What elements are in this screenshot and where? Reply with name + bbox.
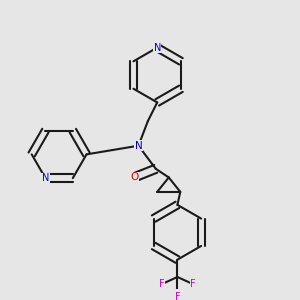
Text: N: N bbox=[42, 173, 49, 183]
Text: N: N bbox=[154, 43, 161, 52]
Text: N: N bbox=[135, 141, 142, 151]
Text: F: F bbox=[190, 279, 196, 289]
Text: O: O bbox=[130, 172, 138, 182]
Text: F: F bbox=[159, 279, 164, 289]
Text: F: F bbox=[175, 292, 180, 300]
